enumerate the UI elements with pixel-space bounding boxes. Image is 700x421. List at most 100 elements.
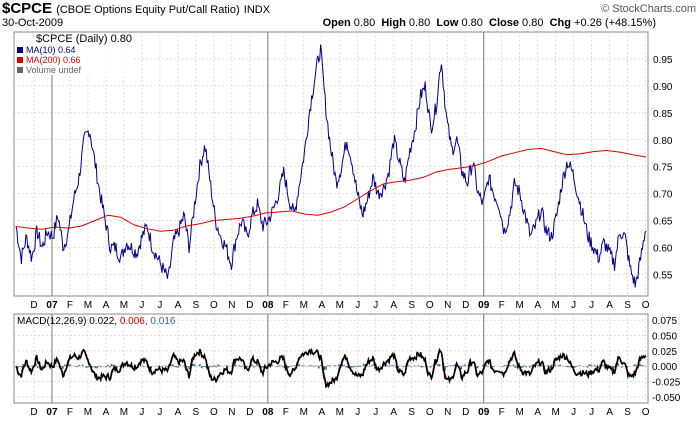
macd-x-tick-label: A [606, 407, 613, 418]
macd-histogram-bar [323, 366, 326, 371]
price-x-tick-label: M [551, 300, 559, 311]
macd-histogram-bar [528, 366, 531, 368]
macd-x-tick-label: A [390, 407, 397, 418]
macd-histogram-bar [539, 366, 542, 367]
ma10-line [15, 44, 647, 288]
macd-histogram-bar [146, 366, 149, 368]
low-value: 0.80 [461, 17, 483, 29]
macd-x-tick-label: A [318, 407, 325, 418]
macd-histogram-bar [620, 366, 623, 368]
macd-x-tick-label: F [499, 407, 505, 418]
price-x-tick-label: M [120, 300, 128, 311]
macd-histogram-bar [200, 366, 203, 369]
macd-histogram-bar [245, 366, 248, 368]
macd-histogram-bar [31, 365, 34, 367]
macd-histogram-bar [107, 365, 109, 367]
macd-histogram-bar [227, 366, 230, 367]
price-y-tick-label: 0.80 [653, 136, 673, 147]
macd-histogram-bar [363, 363, 365, 367]
price-x-tick-label: J [355, 300, 360, 311]
macd-histogram-bar [298, 364, 300, 367]
symbol-description: (CBOE Options Equity Put/Call Ratio) [56, 4, 240, 16]
macd-histogram-bar [379, 365, 381, 367]
price-x-tick-label: S [408, 300, 415, 311]
macd-histogram-bar [20, 366, 23, 368]
macd-histogram-bar [303, 365, 306, 367]
macd-histogram-bar [393, 365, 396, 367]
macd-histogram-bar [309, 365, 311, 367]
macd-histogram-bar [402, 366, 405, 368]
macd-y-tick-label: -0.025 [652, 378, 681, 389]
macd-histogram-bar [541, 365, 544, 367]
macd-histogram-bar [204, 366, 207, 368]
macd-histogram-bar [509, 365, 511, 367]
macd-histogram-bar [334, 365, 336, 367]
ohlc-readout: Open 0.80 High 0.80 Low 0.80 Close 0.80 … [323, 17, 656, 29]
price-x-tick-label: A [175, 300, 182, 311]
macd-x-tick-label: D [30, 407, 37, 418]
macd-histogram-bar [143, 366, 145, 367]
macd-histogram-bar [341, 364, 344, 367]
macd-histogram-bar [485, 364, 488, 367]
macd-histogram-bar [557, 365, 560, 367]
macd-histogram-bar [372, 364, 374, 367]
macd-y-tick-label: 0.025 [652, 347, 677, 358]
price-legend-bg [15, 33, 133, 75]
price-x-tick-label: M [84, 300, 92, 311]
macd-histogram-bar [453, 364, 455, 367]
macd-histogram-bar [447, 365, 450, 367]
price-x-tick-label: F [67, 300, 73, 311]
macd-histogram-bar [469, 363, 472, 367]
macd-histogram-bar [462, 365, 464, 367]
macd-histogram-bar [431, 365, 434, 367]
macd-histogram-bar [505, 365, 508, 367]
macd-histogram-bar [487, 366, 490, 367]
macd-histogram-bar [536, 365, 538, 367]
macd-histogram-bar [254, 366, 257, 367]
macd-histogram-bar [213, 365, 216, 367]
macd-histogram-bar [519, 366, 522, 369]
macd-histogram-bar [35, 362, 37, 367]
macd-legend-entry: 0.006, [117, 316, 148, 327]
chart-date: 30-Oct-2009 [2, 17, 64, 29]
macd-histogram-bar [251, 364, 253, 367]
macd-histogram-bar [429, 366, 432, 368]
macd-histogram-bar [593, 365, 596, 367]
macd-histogram-bar [155, 365, 158, 367]
macd-line [15, 347, 647, 389]
price-x-tick-label: J [589, 300, 594, 311]
macd-histogram-bar [22, 364, 25, 367]
close-label: Close [489, 17, 519, 29]
macd-x-tick-label: S [408, 407, 415, 418]
macd-histogram-bar [281, 366, 284, 368]
macd-histogram-bar [108, 366, 111, 368]
price-y-tick-label: 0.65 [653, 217, 673, 228]
macd-histogram-bar [586, 366, 589, 368]
macd-x-tick-label: J [139, 407, 144, 418]
macd-x-tick-label: 09 [478, 407, 490, 418]
price-x-tick-label: D [462, 300, 469, 311]
macd-histogram-bar [482, 365, 484, 367]
macd-histogram-bar [36, 366, 39, 368]
chart-header-title: $CPCE (CBOE Options Equity Put/Call Rati… [2, 0, 270, 17]
price-x-tick-label: A [103, 300, 110, 311]
macd-histogram-bar [202, 366, 205, 367]
price-x-tick-label: F [499, 300, 505, 311]
macd-histogram-bar [319, 365, 322, 367]
price-x-tick-label: A [318, 300, 325, 311]
macd-legend-entry: MACD(12,26,9) 0.022, [17, 316, 117, 327]
macd-x-tick-label: J [355, 407, 360, 418]
macd-histogram-bar [67, 363, 70, 367]
macd-histogram-bar [175, 366, 178, 368]
exchange-label: INDX [243, 4, 271, 16]
macd-histogram-bar [116, 366, 118, 368]
macd-x-tick-label: M [120, 407, 128, 418]
macd-histogram-bar [357, 365, 360, 367]
macd-histogram-bar [449, 365, 452, 367]
price-x-tick-label: J [157, 300, 162, 311]
price-y-tick-label: 0.55 [653, 270, 673, 281]
macd-histogram-bar [458, 366, 461, 367]
macd-x-tick-label: M [516, 407, 524, 418]
macd-histogram-bar [590, 364, 592, 367]
